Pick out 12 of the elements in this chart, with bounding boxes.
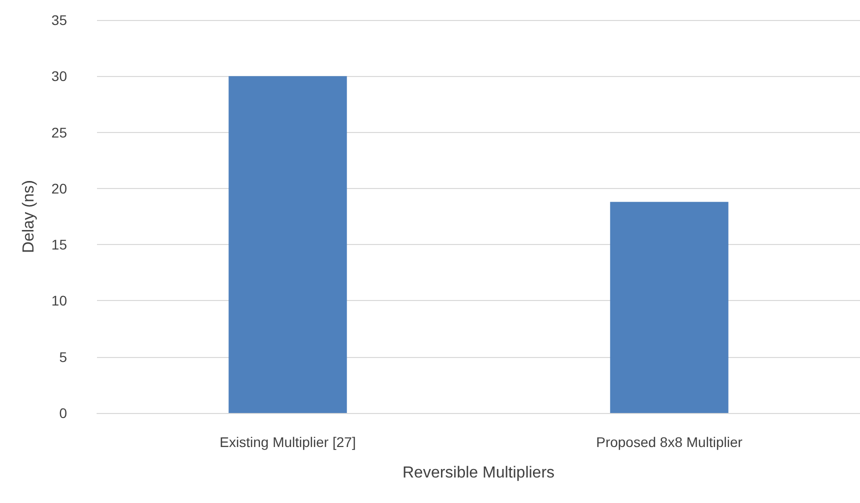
y-tick-label: 35 [51, 12, 68, 28]
y-axis-title: Delay (ns) [20, 180, 38, 253]
y-tick-label: 20 [51, 180, 68, 196]
y-tick-label: 30 [51, 68, 68, 84]
y-tick-label: 5 [59, 348, 68, 365]
y-tick-label: 0 [59, 405, 68, 421]
x-tick-label: Proposed 8x8 Multiplier [596, 434, 743, 450]
y-tick-label: 10 [51, 292, 68, 309]
x-axis-title: Reversible Multipliers [402, 464, 555, 482]
x-tick-label: Existing Multiplier [27] [220, 434, 356, 450]
y-tick-label: 15 [51, 236, 68, 253]
y-tick-label: 25 [51, 124, 68, 140]
